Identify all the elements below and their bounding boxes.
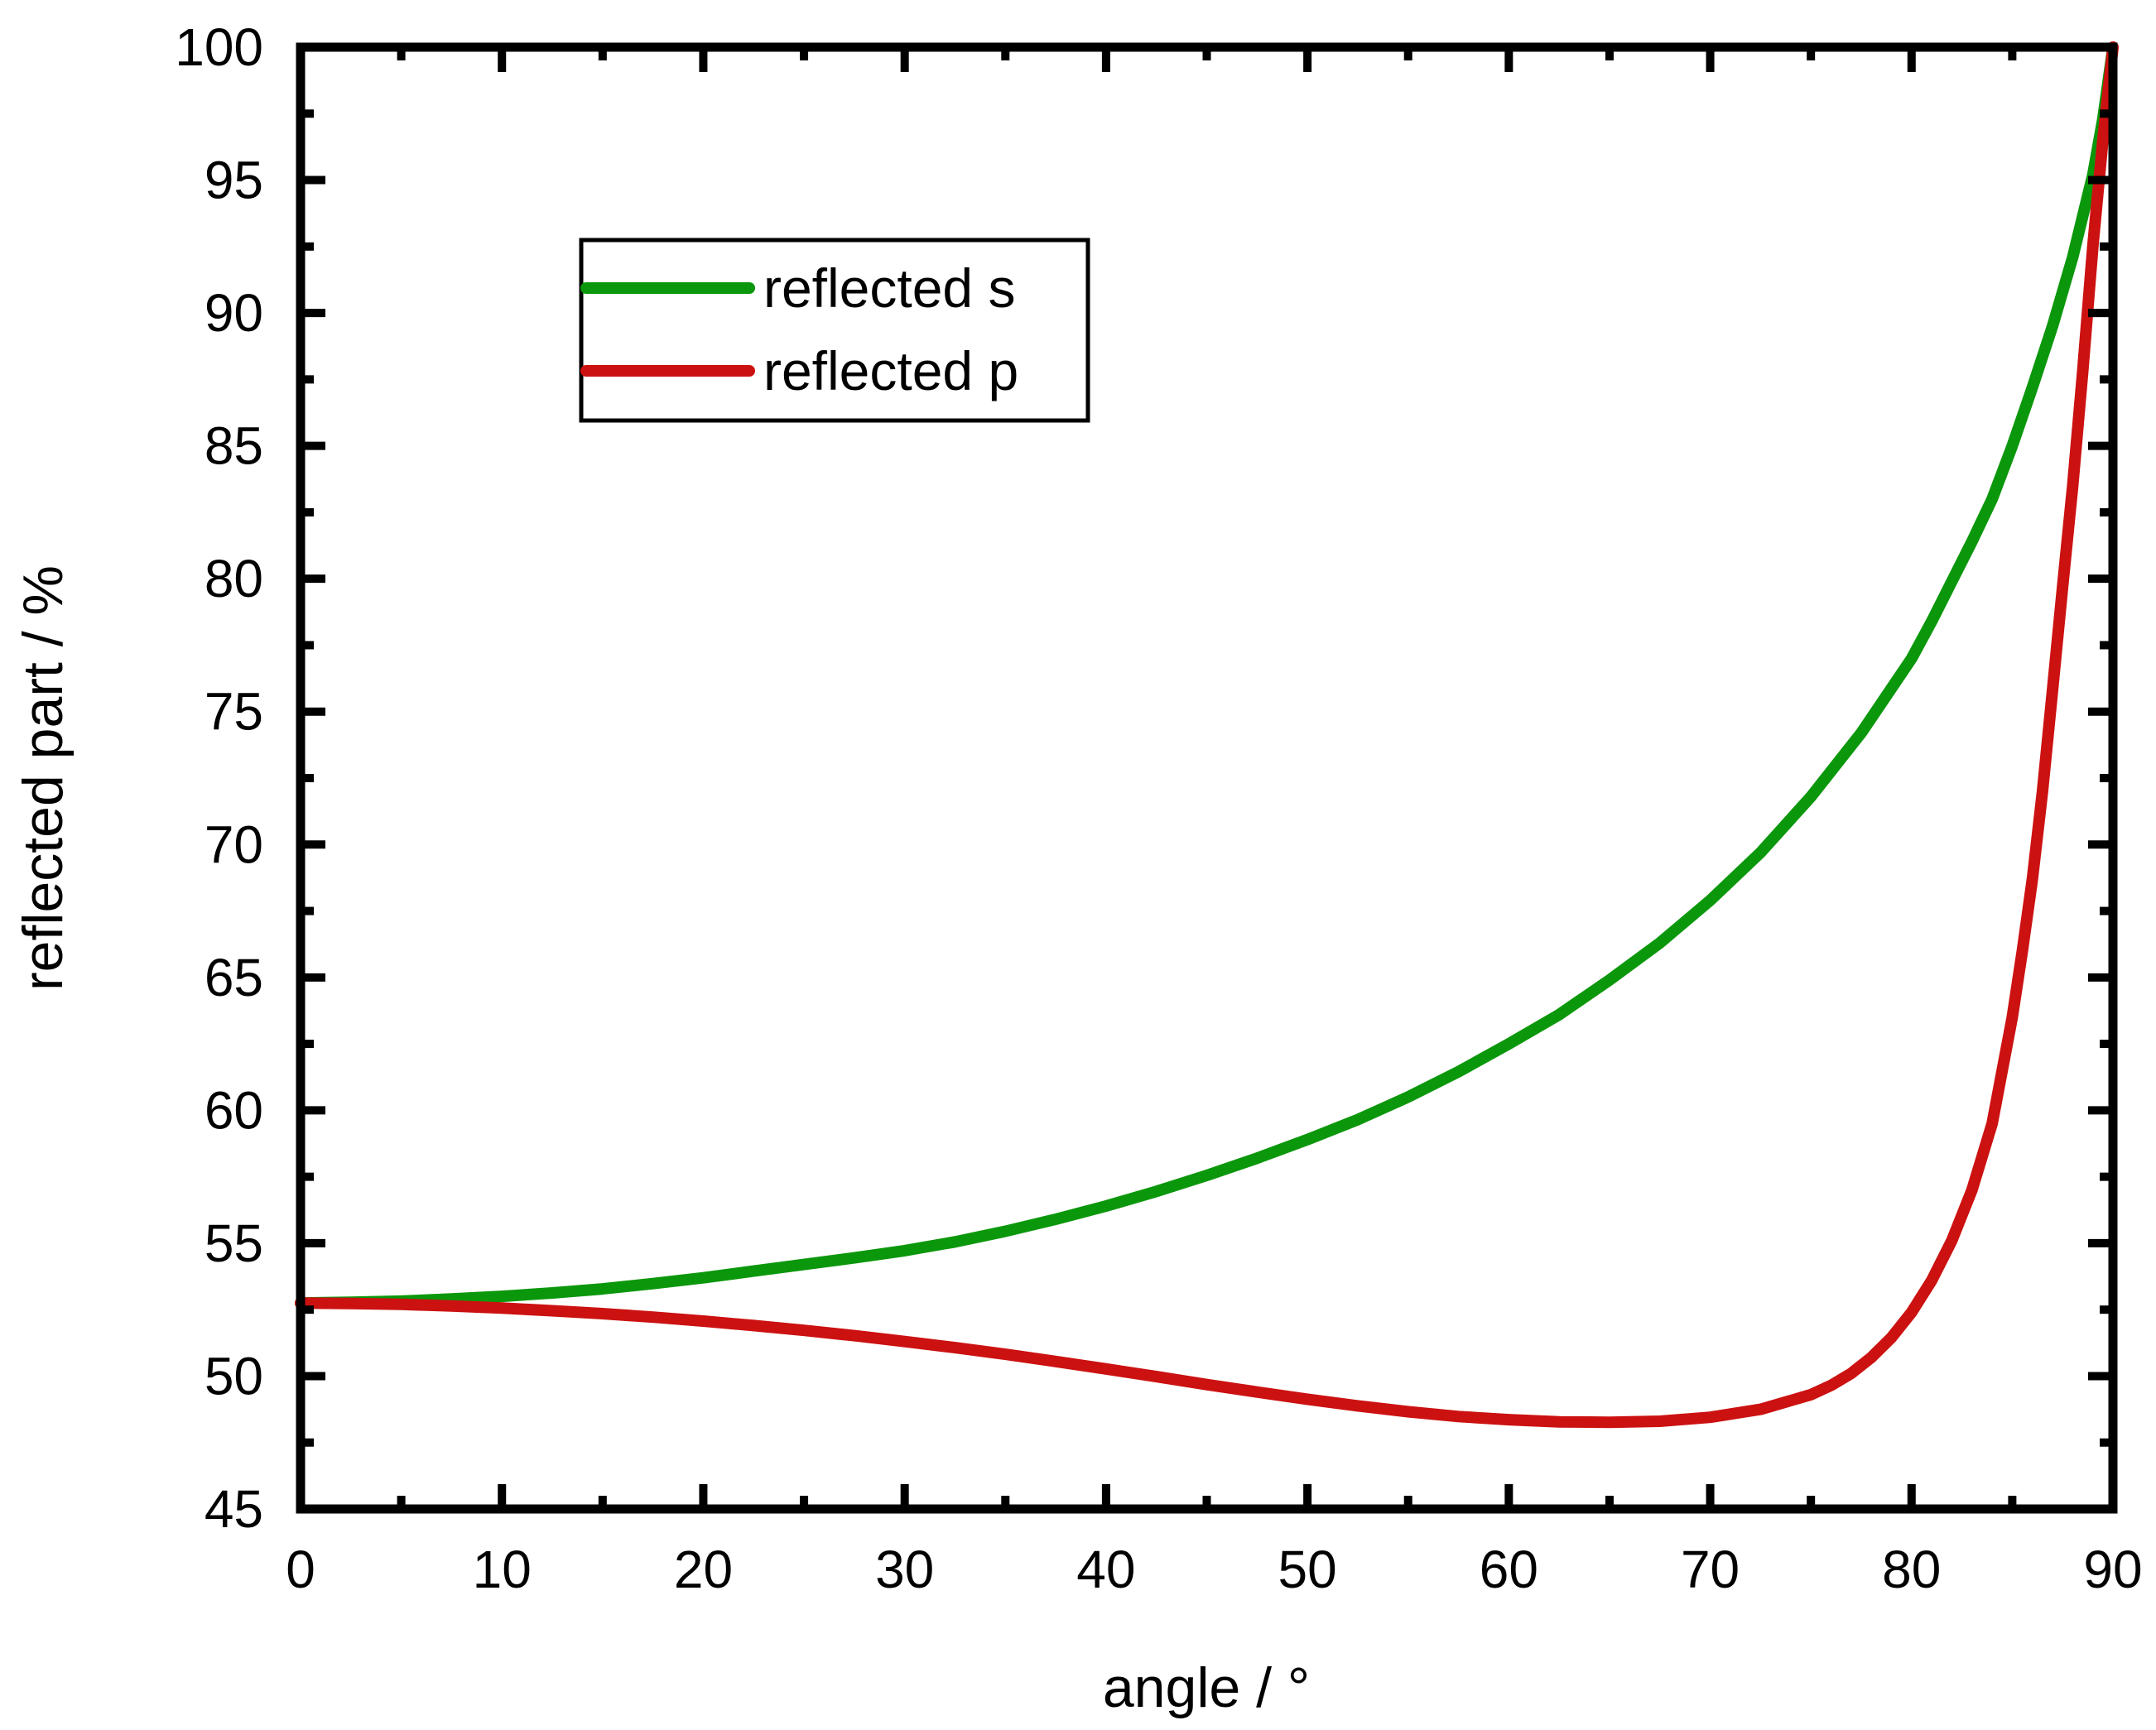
- x-tick-label: 80: [1882, 1540, 1941, 1599]
- x-axis-title: angle / °: [1103, 1656, 1310, 1719]
- y-tick-label: 85: [205, 416, 263, 476]
- x-tick-label: 40: [1076, 1540, 1135, 1599]
- x-tick-label: 30: [875, 1540, 934, 1599]
- y-tick-label: 90: [205, 283, 263, 343]
- legend-label-reflected-s: reflected s: [763, 257, 1015, 319]
- x-tick-label: 70: [1681, 1540, 1740, 1599]
- y-tick-label: 45: [205, 1479, 263, 1539]
- plot-frame: [296, 42, 2118, 1514]
- y-tick-label: 75: [205, 682, 263, 742]
- x-tick-label: 20: [674, 1540, 733, 1599]
- y-tick-label: 80: [205, 549, 263, 608]
- series-line-reflected-p: [295, 41, 2119, 1429]
- y-axis-title: reflected part / %: [12, 565, 75, 991]
- y-tick-label: 95: [205, 151, 263, 210]
- y-tick-label: 55: [205, 1213, 263, 1273]
- x-tick-label: 0: [286, 1540, 315, 1599]
- y-tick-label: 60: [205, 1080, 263, 1140]
- x-tick-label: 90: [2083, 1540, 2142, 1599]
- x-tick-label: 10: [473, 1540, 532, 1599]
- tick-labels: 0 10 20 30 40 50 60 70 80 90 45 50 55 60 65 70 75 80 85 90 9…: [175, 17, 2142, 1599]
- x-tick-label: 50: [1278, 1540, 1337, 1599]
- y-tick-label: 65: [205, 948, 263, 1007]
- y-tick-label: 100: [175, 17, 263, 77]
- legend: reflected s reflected p: [579, 238, 1090, 423]
- x-tick-label: 60: [1480, 1540, 1538, 1599]
- series-lines: [295, 41, 2119, 1429]
- series-line-reflected-s: [295, 41, 2119, 1310]
- y-tick-label: 50: [205, 1346, 263, 1406]
- legend-label-reflected-p: reflected p: [763, 340, 1018, 401]
- y-tick-label: 70: [205, 815, 263, 874]
- legend-box: [579, 238, 1090, 423]
